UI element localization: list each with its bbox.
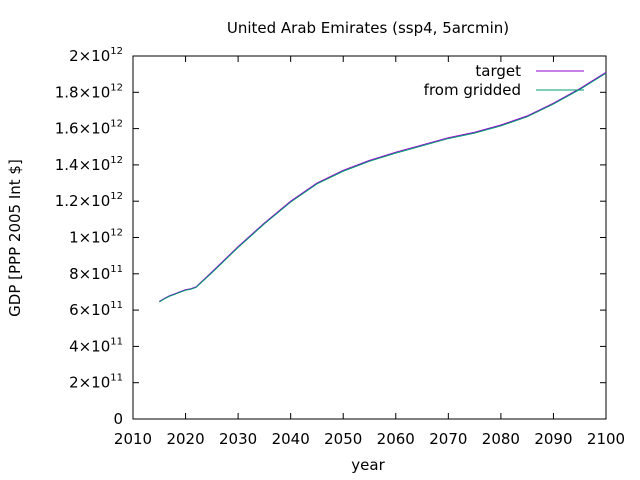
- x-tick-label: 2080: [482, 430, 520, 448]
- y-tick-label: 0: [113, 410, 123, 428]
- x-tick-label: 2070: [429, 430, 467, 448]
- y-tick-label: 8×1011: [69, 264, 123, 283]
- y-tick-label: 1.4×1012: [55, 155, 123, 174]
- y-tick-label: 1.6×1012: [55, 119, 123, 138]
- y-tick-label: 6×1011: [69, 300, 123, 319]
- plot-frame: [132, 55, 607, 420]
- legend-label: from gridded: [424, 81, 521, 99]
- y-axis: 0 2×1011 4×1011 6×1011 8×1011 1×1012 1.2×1012 1…: [55, 46, 606, 428]
- y-tick-label: 1.8×1012: [55, 82, 123, 101]
- x-tick-label: 2100: [587, 430, 625, 448]
- legend-label: target: [475, 62, 521, 80]
- x-tick-label: 2030: [219, 430, 257, 448]
- chart-title: United Arab Emirates (ssp4, 5arcmin): [227, 19, 509, 37]
- x-tick-label: 2010: [114, 430, 152, 448]
- y-tick-label: 2×1012: [69, 46, 123, 65]
- x-tick-label: 2020: [166, 430, 204, 448]
- y-tick-label: 4×1011: [69, 336, 123, 355]
- x-tick-label: 2090: [534, 430, 572, 448]
- x-tick-label: 2050: [324, 430, 362, 448]
- y-tick-label: 1.2×1012: [55, 191, 123, 210]
- y-axis-label: GDP [PPP 2005 Int $]: [6, 159, 24, 317]
- series-line-from-gridded: [159, 72, 607, 303]
- y-tick-label: 2×1011: [69, 373, 123, 392]
- x-axis: 2010 2020 2030 2040 2050 2060 2070 2080 2090 2100: [114, 56, 625, 448]
- x-axis-label: year: [351, 456, 385, 474]
- x-tick-label: 2040: [272, 430, 310, 448]
- y-tick-label: 1×1012: [69, 228, 123, 247]
- series-line-target: [159, 71, 607, 302]
- x-tick-label: 2060: [377, 430, 415, 448]
- series-lines: [159, 71, 607, 303]
